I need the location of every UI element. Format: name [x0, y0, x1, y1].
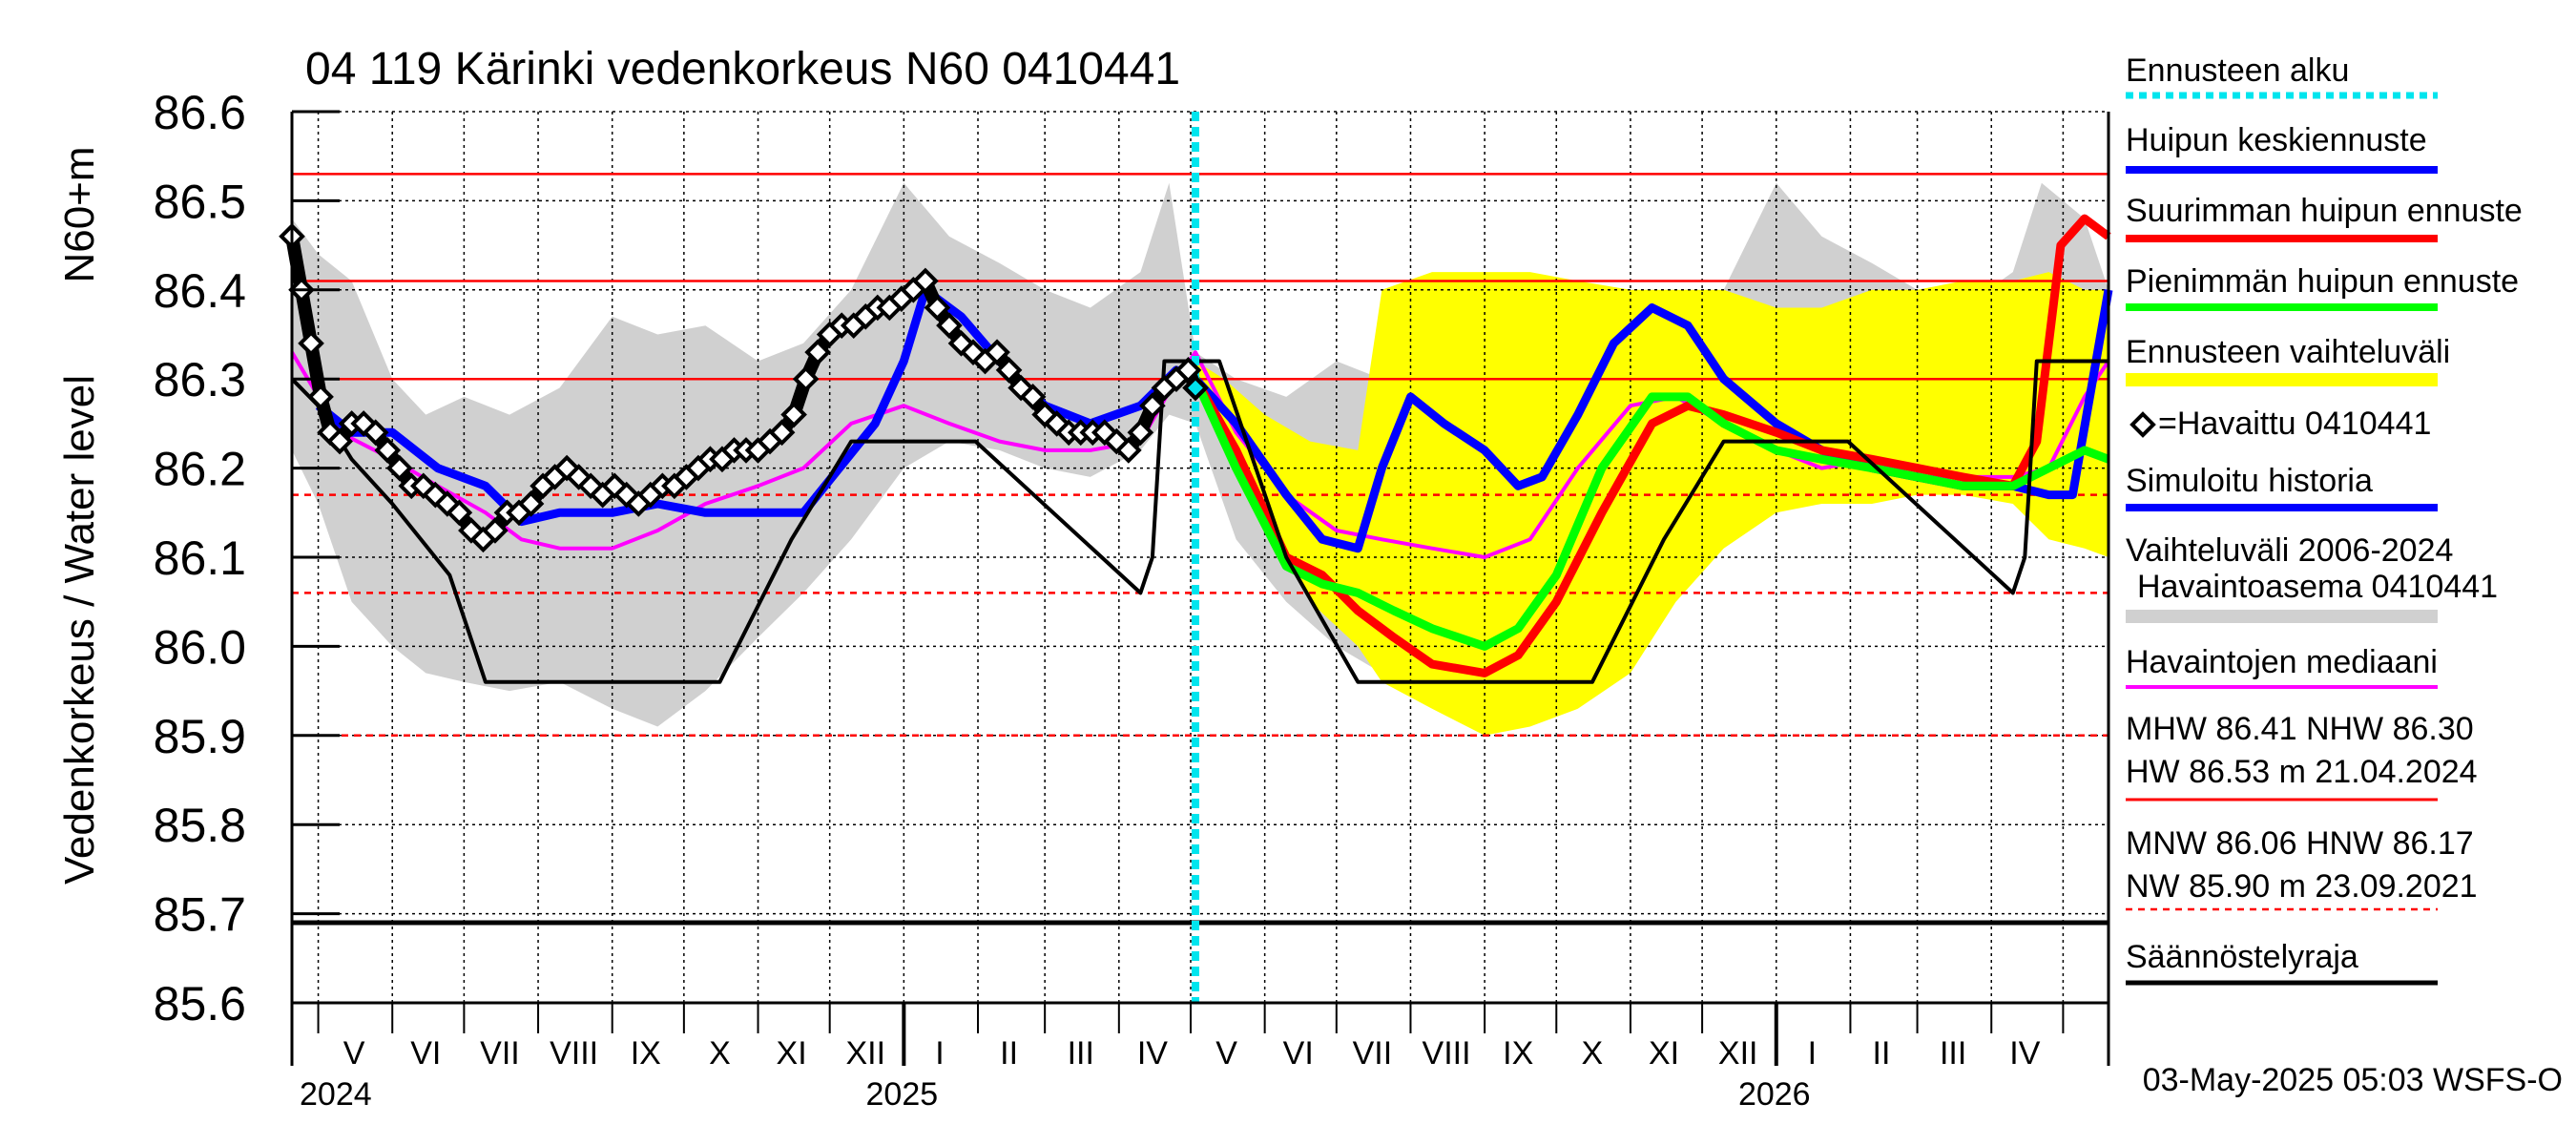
legend-label: MHW 86.41 NHW 86.30 [2126, 711, 2474, 747]
y-tick-label: 86.1 [154, 531, 246, 585]
month-label: V [343, 1035, 365, 1072]
year-label: 2024 [300, 1076, 372, 1113]
observed-point [517, 490, 545, 517]
month-label: VI [1283, 1035, 1314, 1072]
month-label: III [1068, 1035, 1094, 1072]
legend-label: Suurimman huipun ennuste [2126, 193, 2523, 229]
observed-point [1127, 419, 1154, 447]
observed-point [326, 427, 353, 455]
month-label: IV [1137, 1035, 1168, 1072]
observed-series [279, 222, 1209, 553]
month-label: III [1940, 1035, 1966, 1072]
month-label: VII [1353, 1035, 1393, 1072]
month-label: VII [480, 1035, 520, 1072]
observed-point [409, 472, 437, 500]
legend-label: Pienimmän huipun ennuste [2126, 263, 2519, 300]
observed-point [1139, 392, 1166, 420]
series-line-5 [290, 359, 2109, 684]
y-axis-label-main: Vedenkorkeus / Water level [56, 375, 103, 885]
month-label: VIII [550, 1035, 598, 1072]
year-label: 2026 [1738, 1076, 1811, 1113]
series-lines [290, 112, 2113, 1003]
observed-point [804, 339, 831, 366]
legend-diamond-icon [2129, 411, 2156, 438]
month-label: XII [1718, 1035, 1758, 1072]
observed-point [924, 294, 951, 322]
month-label: II [1000, 1035, 1018, 1072]
observed-point [792, 365, 820, 393]
legend-label: Huipun keskiennuste [2126, 122, 2427, 158]
series-line-3 [1192, 214, 2111, 677]
observed-point [984, 339, 1010, 366]
y-tick-label: 86.3 [154, 353, 246, 406]
observed-point [936, 312, 963, 339]
year-label: 2025 [866, 1076, 939, 1113]
y-tick-label: 86.5 [154, 175, 246, 228]
month-label: XI [1649, 1035, 1679, 1072]
legend-label: =Havaittu 0410441 [2158, 406, 2431, 442]
observed-point [912, 267, 939, 295]
legend-label: Havaintojen mediaani [2126, 644, 2438, 680]
observed-point [780, 401, 807, 428]
observed-point [1174, 357, 1202, 384]
y-tick-label: 86.6 [154, 86, 246, 139]
legend-label: Vaihteluväli 2006-2024 [2126, 532, 2453, 569]
observed-point [482, 517, 509, 544]
y-tick-label: 85.7 [154, 888, 246, 942]
month-label: XII [845, 1035, 885, 1072]
legend: Ennusteen alku Huipun keskiennuste Suurimm… [2126, 52, 2523, 986]
month-label: VIII [1423, 1035, 1471, 1072]
y-tick-label: 86.0 [154, 620, 246, 674]
observed-point [601, 472, 629, 500]
grid-layer [292, 111, 2109, 1004]
y-tick-label: 86.4 [154, 264, 246, 318]
legend-label: Simuloitu historia [2126, 463, 2373, 499]
month-label: V [1215, 1035, 1237, 1072]
observed-point [446, 499, 473, 527]
series-line-4 [1191, 377, 2110, 651]
observed-last-point [1183, 376, 1208, 400]
observed-point [362, 419, 389, 447]
y-tick-label: 85.8 [154, 799, 246, 852]
y-tick-label: 86.2 [154, 443, 246, 496]
legend-label: Ennusteen alku [2126, 52, 2349, 89]
observed-point [577, 472, 604, 500]
month-label: I [935, 1035, 944, 1072]
observed-point [307, 384, 334, 410]
legend-label: NW 85.90 m 23.09.2021 [2126, 868, 2478, 905]
month-label: X [1582, 1035, 1604, 1072]
observed-point [995, 357, 1023, 384]
legend-label: MNW 86.06 HNW 86.17 [2126, 825, 2474, 862]
observed-point [385, 454, 413, 482]
observed-point [374, 437, 402, 464]
axes: 86.6 86.5 86.4 86.3 86.2 86.1 86.0 85.9 85.8 85.7… [154, 86, 2110, 1113]
series-line-1 [315, 285, 1197, 527]
chart-title: 04 119 Kärinki vedenkorkeus N60 0410441 [305, 44, 1180, 94]
month-label: IV [2009, 1035, 2040, 1072]
y-tick-label: 85.6 [154, 977, 246, 1030]
observed-point [768, 419, 796, 447]
month-label: VI [410, 1035, 441, 1072]
observed-point [1019, 384, 1047, 410]
month-label: IX [1503, 1035, 1533, 1072]
legend-label: Ennusteen vaihteluväli [2126, 334, 2450, 370]
month-label: XI [777, 1035, 807, 1072]
footer-timestamp: 03-May-2025 05:03 WSFS-O [2143, 1062, 2563, 1098]
band-2 [1195, 272, 2109, 736]
legend-label: Havaintoasema 0410441 [2137, 569, 2498, 605]
observed-point [298, 330, 324, 357]
legend-label: HW 86.53 m 21.04.2024 [2126, 754, 2478, 790]
month-label: II [1873, 1035, 1891, 1072]
month-label: IX [631, 1035, 661, 1072]
month-label: X [709, 1035, 731, 1072]
observed-point [1115, 437, 1142, 464]
y-tick-label: 85.9 [154, 710, 246, 763]
legend-label: Säännöstelyraja [2126, 939, 2358, 975]
month-label: I [1808, 1035, 1817, 1072]
y-axis-label-unit: N60+m [56, 146, 103, 282]
